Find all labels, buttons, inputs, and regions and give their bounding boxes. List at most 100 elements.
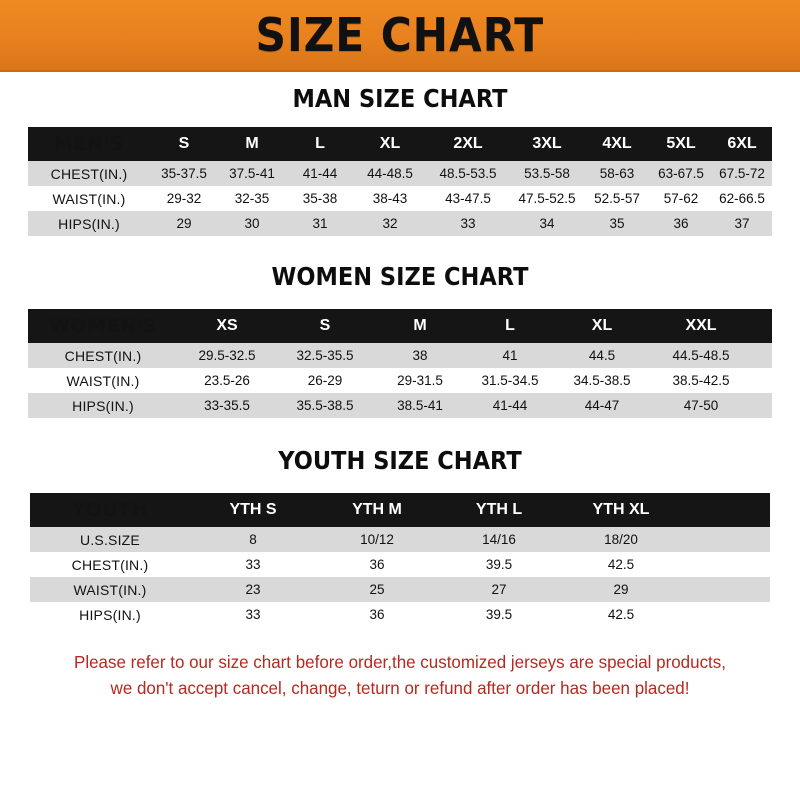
youth-cell-blank <box>682 577 770 602</box>
women-cell: 29.5-32.5 <box>178 343 276 368</box>
banner-title: SIZE CHART <box>255 8 545 62</box>
man-size-chart-title: MAN SIZE CHART <box>292 84 508 113</box>
men-cell: 41-44 <box>286 161 354 186</box>
table-row: CHEST(IN.) 29.5-32.5 32.5-35.5 38 41 44.… <box>28 343 772 368</box>
men-cell: 30 <box>218 211 286 236</box>
table-row: WAIST(IN.) 29-32 32-35 35-38 38-43 43-47… <box>28 186 772 211</box>
table-row: CHEST(IN.) 33 36 39.5 42.5 <box>30 552 770 577</box>
men-cell: 57-62 <box>650 186 712 211</box>
youth-cell: 10/12 <box>316 527 438 552</box>
youth-cell: 36 <box>316 602 438 627</box>
men-cell: 32-35 <box>218 186 286 211</box>
women-size-header: XXL <box>650 309 752 343</box>
order-policy-line-2: we don't accept cancel, change, teturn o… <box>110 678 690 699</box>
youth-cell: 8 <box>190 527 316 552</box>
women-cell-blank <box>752 368 772 393</box>
youth-cell: 33 <box>190 552 316 577</box>
men-size-header: 5XL <box>650 127 712 161</box>
men-cell: 34 <box>510 211 584 236</box>
youth-size-chart-title: YOUTH SIZE CHART <box>278 446 522 475</box>
women-cell: 41 <box>466 343 554 368</box>
men-corner-label: MEN'S <box>28 127 150 161</box>
women-row-label: CHEST(IN.) <box>28 343 178 368</box>
youth-row-label: CHEST(IN.) <box>30 552 190 577</box>
youth-row-label: U.S.SIZE <box>30 527 190 552</box>
men-cell: 35 <box>584 211 650 236</box>
men-cell: 44-48.5 <box>354 161 426 186</box>
men-cell: 37.5-41 <box>218 161 286 186</box>
women-size-header: XS <box>178 309 276 343</box>
women-cell-blank <box>752 393 772 418</box>
women-cell-blank <box>752 343 772 368</box>
men-row-label: WAIST(IN.) <box>28 186 150 211</box>
men-size-table: MEN'S S M L XL 2XL 3XL 4XL 5XL 6XL CHEST… <box>28 127 772 236</box>
women-size-table: WOMEN'S XS S M L XL XXL CHEST(IN.) 29.5-… <box>28 309 772 418</box>
youth-size-table: YOUTH YTH S YTH M YTH L YTH XL U.S.SIZE … <box>30 493 770 627</box>
youth-size-header: YTH XL <box>560 493 682 527</box>
women-cell: 32.5-35.5 <box>276 343 374 368</box>
men-cell: 35-37.5 <box>150 161 218 186</box>
men-size-header: L <box>286 127 354 161</box>
table-row: WAIST(IN.) 23.5-26 26-29 29-31.5 31.5-34… <box>28 368 772 393</box>
men-cell: 31 <box>286 211 354 236</box>
youth-cell: 42.5 <box>560 602 682 627</box>
order-policy-line-1: Please refer to our size chart before or… <box>74 652 726 672</box>
youth-corner-label: YOUTH <box>30 493 190 527</box>
table-row: WAIST(IN.) 23 25 27 29 <box>30 577 770 602</box>
men-cell: 63-67.5 <box>650 161 712 186</box>
women-size-header: L <box>466 309 554 343</box>
men-cell: 38-43 <box>354 186 426 211</box>
women-cell: 44.5 <box>554 343 650 368</box>
youth-cell: 25 <box>316 577 438 602</box>
table-row: HIPS(IN.) 33-35.5 35.5-38.5 38.5-41 41-4… <box>28 393 772 418</box>
men-cell: 29-32 <box>150 186 218 211</box>
men-cell: 36 <box>650 211 712 236</box>
youth-cell: 42.5 <box>560 552 682 577</box>
men-cell: 47.5-52.5 <box>510 186 584 211</box>
men-cell: 62-66.5 <box>712 186 772 211</box>
youth-cell-blank <box>682 527 770 552</box>
youth-cell: 18/20 <box>560 527 682 552</box>
table-row: HIPS(IN.) 29 30 31 32 33 34 35 36 37 <box>28 211 772 236</box>
women-cell: 34.5-38.5 <box>554 368 650 393</box>
women-corner-label: WOMEN'S <box>28 309 178 343</box>
women-cell: 41-44 <box>466 393 554 418</box>
youth-size-header: YTH L <box>438 493 560 527</box>
women-cell: 29-31.5 <box>374 368 466 393</box>
women-size-header-blank <box>752 309 772 343</box>
men-row-label: CHEST(IN.) <box>28 161 150 186</box>
youth-size-header-blank <box>682 493 770 527</box>
men-cell: 67.5-72 <box>712 161 772 186</box>
men-cell: 29 <box>150 211 218 236</box>
youth-row-label: HIPS(IN.) <box>30 602 190 627</box>
women-row-label: WAIST(IN.) <box>28 368 178 393</box>
women-cell: 35.5-38.5 <box>276 393 374 418</box>
youth-cell: 36 <box>316 552 438 577</box>
youth-cell: 33 <box>190 602 316 627</box>
women-cell: 31.5-34.5 <box>466 368 554 393</box>
men-size-header: XL <box>354 127 426 161</box>
table-row: U.S.SIZE 8 10/12 14/16 18/20 <box>30 527 770 552</box>
youth-size-header: YTH S <box>190 493 316 527</box>
women-cell: 33-35.5 <box>178 393 276 418</box>
women-cell: 44-47 <box>554 393 650 418</box>
table-row: HIPS(IN.) 33 36 39.5 42.5 <box>30 602 770 627</box>
youth-header-row: YOUTH YTH S YTH M YTH L YTH XL <box>30 493 770 527</box>
women-size-chart-title: WOMEN SIZE CHART <box>271 262 529 291</box>
men-row-label: HIPS(IN.) <box>28 211 150 236</box>
men-size-header: 6XL <box>712 127 772 161</box>
men-size-header: 2XL <box>426 127 510 161</box>
table-row: CHEST(IN.) 35-37.5 37.5-41 41-44 44-48.5… <box>28 161 772 186</box>
women-cell: 44.5-48.5 <box>650 343 752 368</box>
youth-cell: 14/16 <box>438 527 560 552</box>
men-cell: 43-47.5 <box>426 186 510 211</box>
men-cell: 35-38 <box>286 186 354 211</box>
size-chart-banner: SIZE CHART <box>0 0 800 72</box>
order-policy-note: Please refer to our size chart before or… <box>12 649 788 702</box>
women-size-header: M <box>374 309 466 343</box>
men-cell: 58-63 <box>584 161 650 186</box>
men-cell: 52.5-57 <box>584 186 650 211</box>
women-cell: 47-50 <box>650 393 752 418</box>
men-cell: 37 <box>712 211 772 236</box>
youth-row-label: WAIST(IN.) <box>30 577 190 602</box>
